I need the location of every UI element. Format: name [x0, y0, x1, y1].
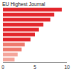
- svg-text:5: 5: [34, 64, 37, 70]
- svg-text:0: 0: [2, 64, 5, 70]
- svg-text:10: 10: [64, 64, 70, 70]
- svg-text:EU Highest Journal: EU Highest Journal: [2, 1, 45, 7]
